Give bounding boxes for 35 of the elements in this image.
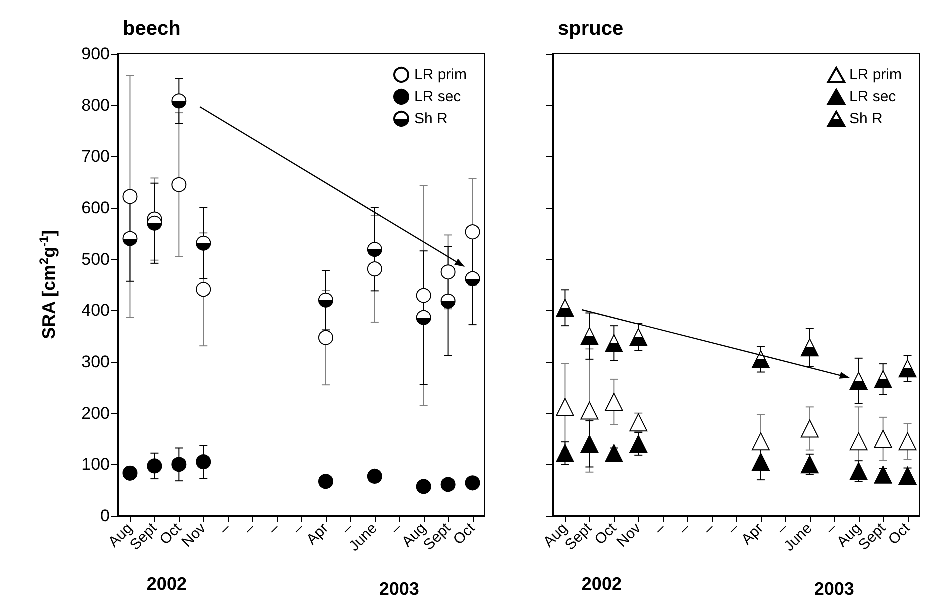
y-tick-label: 500 <box>82 250 110 269</box>
legend-label: Sh R <box>849 110 884 128</box>
y-tick-label: 700 <box>82 147 110 166</box>
y-tick-label: 300 <box>82 352 110 372</box>
y-tick-label: 800 <box>82 96 110 115</box>
legend-label: LR prim <box>414 66 468 84</box>
x-tick-label: – <box>265 520 284 538</box>
x-tick-label: – <box>216 520 235 538</box>
y-tick-label: 0 <box>100 506 110 526</box>
x-tick-label: – <box>651 520 670 538</box>
legend-label: LR sec <box>414 88 462 106</box>
x-tick-label: – <box>387 520 406 538</box>
x-tick-label: Oct <box>450 519 480 548</box>
y-tick-label: 400 <box>82 301 110 320</box>
y-tick-label: 900 <box>82 44 110 64</box>
legend-label: LR sec <box>849 88 897 106</box>
x-tick-label: – <box>676 520 694 538</box>
legend-label: Sh R <box>414 110 448 128</box>
x-tick-label: – <box>774 520 792 538</box>
text: 2002 <box>582 574 622 594</box>
text: 2003 <box>379 579 420 599</box>
text: 2002 <box>146 574 187 594</box>
x-tick-label: – <box>822 520 841 538</box>
text: 2003 <box>814 579 854 599</box>
x-tick-label: – <box>240 520 260 538</box>
chart-title: beech <box>123 18 181 40</box>
x-tick-label: – <box>700 520 719 538</box>
y-tick-label: 200 <box>82 404 110 423</box>
y-tick-label: 600 <box>82 198 110 218</box>
x-tick-label: Oct <box>885 519 914 548</box>
legend-label: LR prim <box>849 66 902 84</box>
x-tick-label: – <box>338 520 357 538</box>
y-axis-title: SRA [cm2g-1] <box>37 230 59 340</box>
chart-title: spruce <box>558 18 624 40</box>
y-tick-label: 100 <box>82 455 110 474</box>
